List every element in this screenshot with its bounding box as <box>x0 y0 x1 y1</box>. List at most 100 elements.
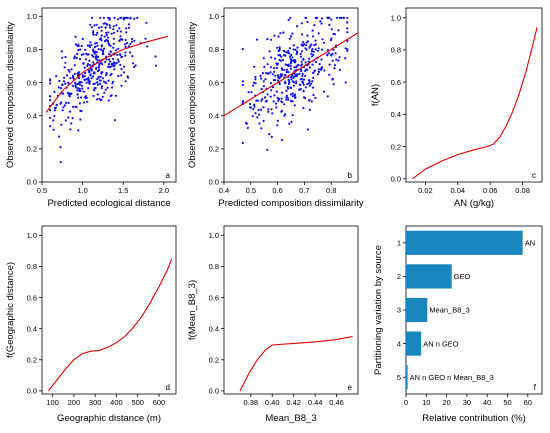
data-point <box>89 23 92 26</box>
data-point <box>75 86 78 89</box>
x-tick-label: 0.6 <box>272 186 282 195</box>
panel-a-ylabel: Observed composition dissimilarity <box>5 22 16 168</box>
data-point <box>145 21 148 24</box>
data-point <box>332 83 335 86</box>
data-point <box>289 65 292 68</box>
data-point <box>99 61 103 64</box>
data-point <box>264 96 267 99</box>
data-point <box>301 74 304 78</box>
data-point <box>274 74 277 77</box>
data-point <box>269 66 272 69</box>
data-point <box>104 74 108 77</box>
data-point <box>61 92 64 95</box>
y-tick-label: 5 <box>397 373 401 382</box>
data-point <box>308 99 311 102</box>
data-point <box>266 63 269 66</box>
data-point <box>287 49 290 52</box>
data-point <box>310 55 314 58</box>
data-point <box>75 105 78 109</box>
data-point <box>311 80 314 83</box>
data-point <box>306 68 309 71</box>
data-point <box>318 63 321 66</box>
data-point <box>286 85 289 88</box>
x-tick-label: 0.4 <box>219 186 229 195</box>
data-point <box>283 68 286 71</box>
data-point <box>285 98 288 101</box>
data-point <box>76 89 79 92</box>
data-point <box>276 46 279 49</box>
data-point <box>285 94 288 97</box>
data-point <box>314 43 317 46</box>
data-point <box>61 84 64 87</box>
data-point <box>299 83 302 86</box>
data-point <box>306 128 309 131</box>
panel-c-box <box>405 7 543 183</box>
data-point <box>270 108 273 111</box>
data-point <box>346 27 349 30</box>
panel-e: 0.38 0.40 0.42 0.44 0.46 0.0 0.2 0.4 0.6 0.8 1.0 M… <box>187 225 359 424</box>
data-point <box>241 48 244 51</box>
data-point <box>281 59 285 62</box>
x-tick-label: 0 <box>404 398 408 407</box>
data-point <box>277 35 280 38</box>
data-point <box>63 66 66 69</box>
data-point <box>272 79 276 82</box>
data-point <box>116 58 120 61</box>
data-point <box>87 87 90 90</box>
data-point <box>81 74 84 77</box>
data-point <box>308 108 311 111</box>
data-point <box>293 59 297 62</box>
data-point <box>295 66 298 69</box>
data-point <box>327 52 330 55</box>
data-point <box>55 103 58 106</box>
data-point <box>278 82 281 86</box>
data-point <box>124 38 127 42</box>
data-point <box>124 45 127 49</box>
data-point <box>317 70 320 73</box>
data-point <box>271 73 274 76</box>
data-point <box>97 66 100 69</box>
data-point <box>100 39 103 42</box>
panel-d-box <box>41 225 177 395</box>
data-point <box>90 43 93 47</box>
data-point <box>98 64 101 67</box>
data-point <box>338 16 342 19</box>
data-point <box>304 74 307 77</box>
data-point <box>107 99 110 102</box>
data-point <box>80 53 83 56</box>
data-point <box>131 37 134 41</box>
data-point <box>287 82 290 85</box>
data-point <box>90 26 93 29</box>
data-point <box>346 40 349 43</box>
data-point <box>326 16 330 19</box>
data-point <box>314 96 317 100</box>
data-point <box>107 42 110 45</box>
data-point <box>326 53 329 56</box>
data-point <box>279 75 282 78</box>
data-point <box>78 81 81 84</box>
data-point <box>99 16 102 19</box>
data-point <box>133 39 136 42</box>
data-point <box>289 62 292 65</box>
x-tick-label: 600 <box>153 398 166 407</box>
data-point <box>115 24 118 27</box>
data-point <box>125 27 128 30</box>
data-point <box>311 86 314 89</box>
data-point <box>346 48 349 51</box>
data-point <box>80 84 83 87</box>
data-point <box>74 43 77 46</box>
data-point <box>97 76 100 79</box>
data-point <box>254 75 257 78</box>
data-point <box>308 57 311 60</box>
data-point <box>49 109 52 112</box>
data-point <box>109 65 112 68</box>
data-point <box>274 102 278 105</box>
data-point <box>311 48 314 51</box>
data-point <box>338 68 341 71</box>
x-tick-label: 0.46 <box>329 398 344 407</box>
data-point <box>62 80 66 83</box>
data-point <box>89 41 92 44</box>
data-point <box>311 35 315 38</box>
data-point <box>115 62 118 65</box>
data-point <box>275 90 278 93</box>
